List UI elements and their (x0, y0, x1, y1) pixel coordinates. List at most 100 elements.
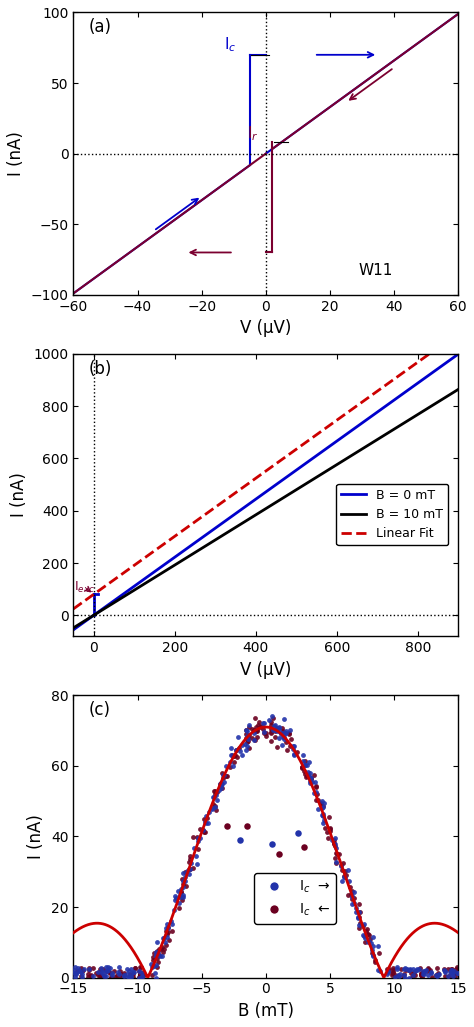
Point (228, 747, 235, 763)
Point (152, 956, 159, 973)
Point (363, 926, 371, 943)
Point (384, 962, 392, 979)
Point (116, 969, 124, 986)
Point (211, 798, 219, 814)
Point (276, 724, 283, 740)
Point (283, 723, 290, 739)
Point (426, 961, 434, 978)
Point (452, 968, 459, 985)
Point (164, 920, 172, 937)
Point (332, 854, 340, 871)
Point (100, 967, 108, 984)
Point (307, 770, 315, 787)
Point (441, 964, 448, 981)
Text: I$_c$: I$_c$ (224, 35, 237, 53)
Point (399, 968, 407, 985)
Point (418, 965, 425, 982)
Point (299, 760, 306, 776)
Point (272, 723, 279, 739)
Point (279, 725, 287, 741)
Point (196, 830, 203, 846)
Point (108, 969, 115, 986)
Point (332, 854, 340, 871)
Point (155, 941, 163, 957)
Point (99, 968, 107, 985)
Point (445, 967, 453, 984)
Point (179, 888, 186, 905)
Point (253, 723, 260, 739)
Point (254, 722, 261, 738)
Point (227, 754, 234, 770)
Point (259, 721, 266, 737)
Point (228, 747, 236, 763)
Point (271, 729, 278, 746)
Point (409, 967, 417, 984)
Point (164, 919, 172, 936)
Point (330, 832, 337, 848)
Point (332, 845, 340, 862)
Point (353, 904, 360, 920)
Point (389, 964, 396, 981)
Point (403, 961, 411, 978)
Point (117, 965, 125, 982)
Point (177, 884, 184, 901)
Point (285, 725, 292, 741)
Point (154, 934, 161, 950)
Point (279, 728, 286, 745)
Point (356, 914, 364, 930)
Point (123, 965, 131, 982)
Point (331, 850, 339, 867)
Point (356, 917, 363, 934)
Point (218, 779, 226, 796)
Point (232, 741, 240, 758)
Point (411, 962, 419, 979)
Point (100, 961, 107, 978)
Point (95, 964, 102, 981)
Point (165, 931, 173, 948)
Text: I$_r$: I$_r$ (246, 124, 258, 143)
Point (224, 817, 231, 834)
Point (210, 783, 217, 799)
Point (365, 933, 373, 949)
Point (243, 733, 251, 750)
Point (301, 757, 309, 773)
Point (192, 847, 200, 864)
Point (346, 879, 354, 896)
Point (238, 747, 246, 763)
Point (232, 743, 240, 759)
Point (303, 757, 310, 773)
Point (401, 960, 409, 977)
Point (216, 776, 224, 793)
Point (181, 864, 189, 880)
Point (129, 965, 137, 982)
Point (314, 792, 322, 808)
Point (189, 860, 196, 876)
Point (186, 848, 194, 865)
Point (102, 963, 110, 980)
Point (267, 716, 275, 732)
Point (441, 962, 449, 979)
Point (209, 796, 217, 812)
Point (279, 720, 286, 736)
Point (244, 732, 251, 749)
Point (408, 968, 416, 985)
Point (202, 808, 210, 825)
Point (311, 773, 319, 790)
Point (249, 721, 256, 737)
Point (243, 728, 251, 745)
Point (245, 719, 253, 735)
Point (318, 807, 326, 824)
Point (251, 731, 258, 748)
Point (210, 789, 217, 805)
Point (153, 943, 161, 959)
Point (291, 746, 298, 762)
Point (339, 855, 347, 872)
Point (131, 960, 138, 977)
Point (367, 935, 374, 951)
Point (177, 881, 185, 898)
Point (171, 891, 179, 908)
Point (293, 744, 301, 760)
Point (248, 729, 255, 746)
Point (301, 757, 309, 773)
Point (102, 967, 109, 984)
